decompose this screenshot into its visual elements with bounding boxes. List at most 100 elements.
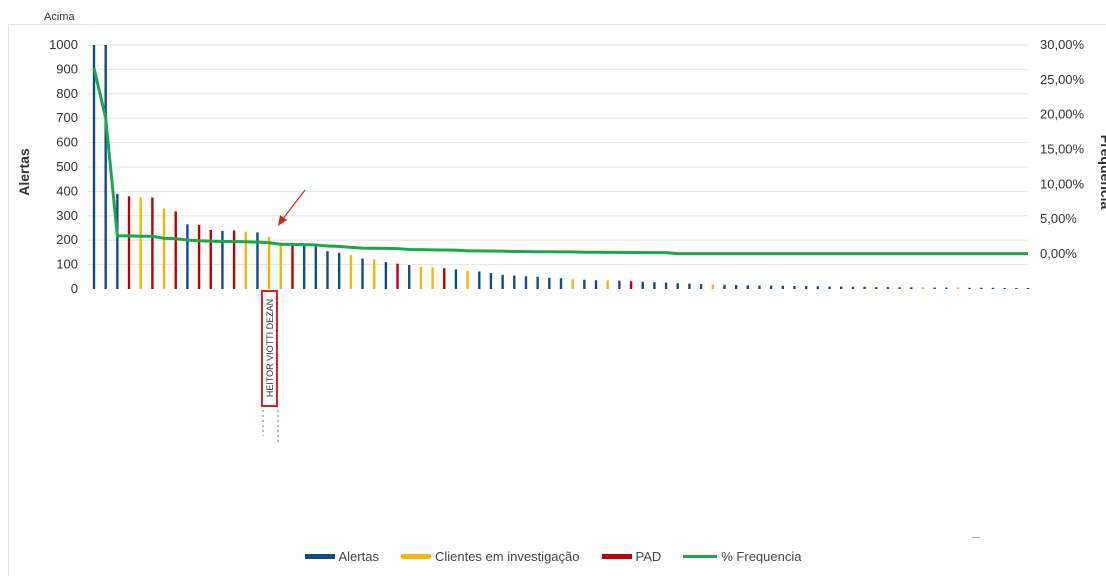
y-tick-label: 100	[56, 257, 78, 272]
bar	[991, 287, 995, 289]
y2-tick-label: 15,00%	[1040, 142, 1085, 157]
legend-swatch	[601, 554, 632, 559]
bar	[431, 267, 434, 289]
y-tick-label: 0	[71, 281, 78, 296]
bar	[769, 285, 773, 289]
bar	[127, 196, 131, 289]
legend-item-pad: PAD	[601, 549, 661, 564]
bar	[699, 284, 703, 289]
bar	[734, 285, 738, 289]
y-tick-label: 300	[56, 208, 78, 223]
legend: Alertas Clientes em investigação PAD % F…	[0, 549, 1106, 564]
bar	[804, 286, 808, 289]
bar	[221, 230, 224, 289]
bar	[1015, 288, 1018, 289]
chart-frame	[8, 24, 1106, 576]
bar	[746, 285, 749, 289]
bar	[244, 231, 247, 289]
y2-tick-label: 20,00%	[1040, 107, 1085, 122]
bar	[781, 285, 785, 289]
bar	[326, 251, 329, 289]
bar	[524, 276, 528, 289]
bar	[863, 286, 866, 289]
bar	[653, 282, 656, 289]
bar	[664, 282, 668, 289]
bar	[723, 284, 726, 289]
bar	[1003, 288, 1006, 289]
y2-tick-label: 10,00%	[1040, 176, 1085, 191]
bar	[886, 287, 890, 289]
bar	[513, 275, 516, 289]
bar	[921, 287, 925, 289]
bar	[267, 236, 271, 289]
bar	[396, 263, 399, 289]
bar	[302, 245, 306, 289]
bar	[594, 280, 598, 289]
bar	[980, 287, 983, 289]
y-tick-label: 800	[56, 86, 78, 101]
annotation-arrow-head	[278, 215, 287, 226]
legend-item-frequencia: % Frequencia	[683, 549, 801, 564]
bar	[910, 287, 913, 289]
bar	[256, 232, 259, 289]
y2-tick-label: 30,00%	[1040, 37, 1085, 52]
bar	[548, 277, 551, 289]
bar	[816, 286, 820, 289]
bar	[466, 270, 469, 289]
bar	[898, 287, 901, 289]
stray-mark	[972, 537, 980, 538]
y-tick-label: 1000	[49, 37, 78, 52]
legend-item-clientes: Clientes em investigação	[400, 549, 580, 564]
bar	[209, 229, 212, 289]
bar	[758, 285, 761, 289]
bar	[291, 243, 294, 289]
bar	[384, 262, 388, 289]
bar	[851, 286, 855, 289]
bar	[571, 279, 574, 289]
legend-swatch	[304, 554, 335, 559]
bar	[933, 287, 936, 289]
frequency-line	[92, 67, 1028, 256]
bar	[1026, 288, 1030, 289]
bar	[174, 211, 177, 289]
y-tick-label: 200	[56, 232, 78, 247]
y-tick-label: 500	[56, 159, 78, 174]
legend-item-alertas: Alertas	[304, 549, 379, 564]
bar	[536, 276, 539, 289]
y2-tick-label: 0,00%	[1040, 246, 1077, 261]
bar	[688, 283, 691, 289]
bar	[186, 224, 189, 289]
bar	[676, 283, 679, 289]
bar	[279, 242, 282, 289]
bar	[968, 287, 971, 289]
bar	[489, 273, 493, 289]
bar	[454, 269, 458, 289]
bar	[232, 230, 236, 289]
y-tick-label: 600	[56, 135, 78, 150]
bar	[793, 286, 796, 289]
y-tick-label: 900	[56, 61, 78, 76]
bar	[151, 197, 154, 289]
y-tick-label: 400	[56, 183, 78, 198]
bar	[408, 265, 411, 289]
highlight-box	[261, 290, 278, 407]
bar	[443, 268, 446, 289]
bar	[956, 287, 960, 289]
bar	[606, 280, 609, 289]
bar	[583, 279, 586, 289]
bar	[478, 271, 481, 289]
y-tick-label: 700	[56, 110, 78, 125]
bar	[116, 193, 119, 289]
bar	[419, 267, 423, 289]
legend-label: Clientes em investigação	[434, 549, 580, 564]
legend-swatch-line	[683, 555, 718, 558]
bar	[875, 287, 878, 289]
bar	[641, 281, 644, 289]
bar	[629, 281, 633, 289]
legend-label: Alertas	[338, 549, 379, 564]
bar	[828, 286, 831, 289]
bar	[162, 208, 166, 289]
legend-swatch	[400, 554, 431, 559]
bar	[501, 274, 504, 289]
